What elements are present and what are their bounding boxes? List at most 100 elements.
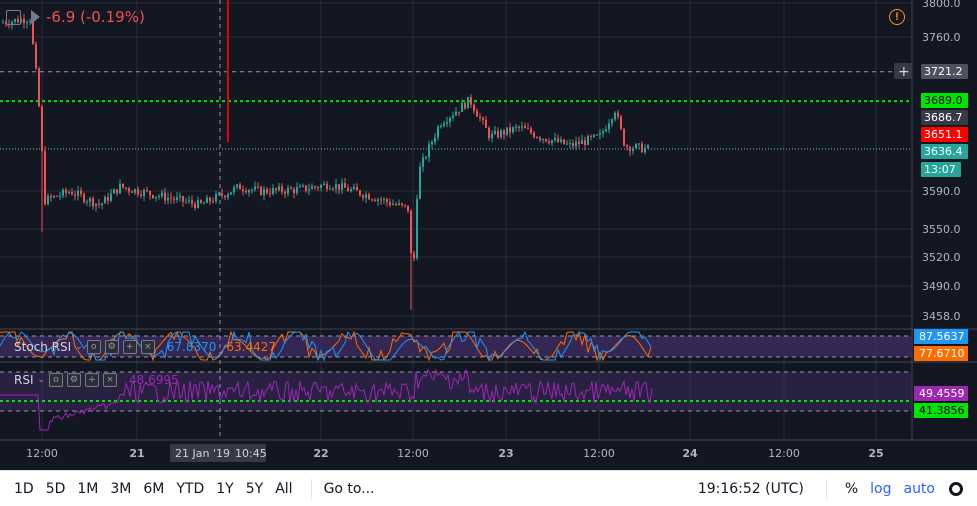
flag-icon[interactable] bbox=[31, 10, 40, 24]
close-icon[interactable]: × bbox=[103, 373, 118, 387]
chart-canvas[interactable]: 3800.0 3760.0 3590.0 3550.0 3520.0 3490.0 3458… bbox=[0, 0, 977, 470]
range-button-ytd[interactable]: YTD bbox=[176, 480, 205, 497]
candle-body bbox=[413, 253, 415, 259]
candle-body bbox=[38, 68, 40, 107]
candle-body bbox=[230, 192, 232, 195]
panel-icon[interactable] bbox=[6, 9, 21, 25]
candle-body bbox=[473, 104, 475, 111]
candle-body bbox=[257, 186, 259, 188]
range-button-1d[interactable]: 1D bbox=[14, 480, 34, 497]
percent-toggle[interactable]: % bbox=[844, 480, 859, 497]
settings-icon[interactable]: ⚙ bbox=[104, 340, 119, 354]
candle-body bbox=[401, 203, 403, 205]
candle-body bbox=[506, 127, 508, 135]
range-button-3m[interactable]: 3M bbox=[110, 480, 132, 497]
gear-icon[interactable] bbox=[949, 481, 963, 496]
candle-body bbox=[374, 199, 376, 202]
candle-body bbox=[146, 190, 148, 192]
rsi-band bbox=[0, 372, 912, 411]
rsi-axis-label: 41.3856 bbox=[919, 404, 965, 417]
candle-body bbox=[290, 187, 292, 189]
add-icon[interactable]: + bbox=[85, 373, 100, 387]
chevron-down-icon[interactable]: ⌄ bbox=[37, 375, 46, 385]
goto-button[interactable]: Go to... bbox=[323, 480, 375, 497]
candle-body bbox=[311, 186, 313, 190]
candle-body bbox=[488, 127, 490, 139]
range-button-1m[interactable]: 1M bbox=[77, 480, 99, 497]
candle-body bbox=[131, 191, 133, 193]
candle-body bbox=[599, 133, 601, 135]
candle-body bbox=[371, 199, 373, 201]
rsi-title[interactable]: RSI bbox=[14, 373, 34, 387]
range-button-6m[interactable]: 6M bbox=[143, 480, 165, 497]
candle-body bbox=[449, 117, 451, 123]
time-tick-label: 22 bbox=[313, 447, 328, 460]
candle-body bbox=[74, 194, 76, 196]
candle-body bbox=[377, 199, 379, 202]
candle-body bbox=[524, 126, 526, 129]
chart-header: -6.9 (-0.19%) bbox=[0, 0, 145, 34]
chevron-down-icon[interactable]: ⌄ bbox=[75, 342, 83, 352]
log-toggle[interactable]: log bbox=[870, 480, 892, 497]
candle-body bbox=[392, 204, 394, 206]
close-icon[interactable]: × bbox=[140, 340, 155, 354]
candle-body bbox=[614, 112, 616, 120]
candle-body bbox=[266, 189, 268, 194]
candle-body bbox=[227, 194, 229, 198]
settings-icon[interactable]: ⚙ bbox=[67, 373, 82, 387]
range-button-5d[interactable]: 5D bbox=[45, 480, 66, 497]
candle-body bbox=[119, 183, 121, 194]
candle-body bbox=[272, 188, 274, 194]
candle-body bbox=[185, 201, 187, 203]
candle-body bbox=[458, 111, 460, 113]
range-button-1y[interactable]: 1Y bbox=[216, 480, 234, 497]
crosshair-time: 10:45 bbox=[235, 447, 267, 460]
add-icon[interactable]: + bbox=[122, 340, 137, 354]
candle-body bbox=[470, 97, 472, 105]
time-tick-label: 23 bbox=[498, 447, 513, 460]
candle-body bbox=[635, 143, 637, 149]
visibility-icon[interactable]: o bbox=[86, 340, 101, 354]
candle-body bbox=[248, 190, 250, 193]
candle-body bbox=[440, 125, 442, 127]
candle-body bbox=[122, 183, 124, 188]
candle-body bbox=[611, 119, 613, 124]
candle-body bbox=[281, 186, 283, 192]
candle-body bbox=[404, 204, 406, 206]
candle-body bbox=[107, 196, 109, 201]
candle-body bbox=[293, 188, 295, 194]
candle-body bbox=[419, 166, 421, 199]
candle-body bbox=[41, 106, 43, 152]
range-button-all[interactable]: All bbox=[275, 480, 293, 497]
price-change: -6.9 (-0.19%) bbox=[46, 8, 145, 26]
candle-body bbox=[566, 143, 568, 145]
visibility-icon[interactable]: o bbox=[49, 373, 64, 387]
candle-body bbox=[245, 190, 247, 193]
candle-body bbox=[104, 196, 106, 204]
price-tick-label: 3490.0 bbox=[922, 280, 961, 293]
time-tick-label: 12:00 bbox=[583, 447, 615, 460]
candle-body bbox=[32, 21, 34, 44]
candle-body bbox=[395, 204, 397, 206]
candle-body bbox=[518, 126, 520, 128]
candle-body bbox=[380, 199, 382, 201]
candle-body bbox=[140, 194, 142, 197]
clock-label[interactable]: 19:16:52 (UTC) bbox=[697, 480, 804, 497]
candle-body bbox=[278, 186, 280, 190]
candle-body bbox=[308, 189, 310, 191]
price-tick-label: 3458.0 bbox=[922, 310, 961, 323]
auto-toggle[interactable]: auto bbox=[903, 480, 935, 497]
warning-icon[interactable]: ! bbox=[889, 9, 905, 25]
candle-body bbox=[173, 198, 175, 200]
time-tick-label: 12:00 bbox=[397, 447, 429, 460]
price-label: 3689.0 bbox=[924, 94, 963, 107]
candle-body bbox=[68, 192, 70, 194]
candle-body bbox=[386, 199, 388, 203]
stoch-rsi-title[interactable]: Stoch RSI bbox=[14, 340, 72, 354]
candle-body bbox=[260, 186, 262, 196]
candle-body bbox=[545, 139, 547, 142]
candle-body bbox=[254, 186, 256, 190]
range-button-5y[interactable]: 5Y bbox=[245, 480, 264, 497]
candle-body bbox=[317, 187, 319, 189]
